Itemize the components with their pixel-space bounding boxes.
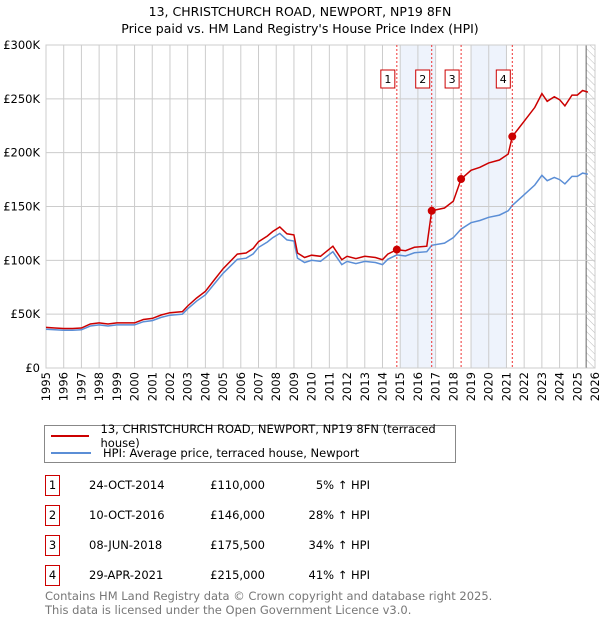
- x-tick-label: 2020: [482, 372, 496, 401]
- sale-marker-box: [415, 69, 431, 89]
- sale-hpi-change: 34% ↑ HPI: [308, 538, 370, 552]
- x-tick-label: 2018: [446, 372, 460, 401]
- x-tick-label: 2002: [163, 372, 177, 401]
- y-tick-label: £250K: [3, 92, 40, 106]
- sale-price: £175,500: [210, 538, 265, 552]
- y-tick-label: £0: [25, 361, 40, 375]
- sale-marker-number: 4: [500, 73, 507, 86]
- sale-date: 24-OCT-2014: [89, 478, 165, 492]
- sale-hpi-change: 5% ↑ HPI: [315, 478, 370, 492]
- sale-number: 1: [45, 475, 60, 496]
- x-tick-label: 1999: [110, 372, 124, 401]
- x-tick-label: 2016: [411, 372, 425, 401]
- x-tick-label: 2026: [588, 372, 600, 401]
- x-tick-label: 2009: [287, 372, 301, 401]
- sale-point: [427, 206, 436, 215]
- table-row: 1 24-OCT-2014 £110,000 5% ↑ HPI: [45, 475, 465, 497]
- x-tick-label: 2025: [570, 372, 584, 401]
- y-tick-label: £50K: [11, 307, 41, 321]
- y-tick-label: £300K: [3, 38, 40, 52]
- x-tick-label: 2000: [128, 372, 142, 401]
- x-tick-label: 2015: [393, 372, 407, 401]
- sale-point: [457, 175, 466, 184]
- x-tick-label: 2006: [234, 372, 248, 401]
- legend-swatch-blue: [51, 452, 91, 454]
- x-tick-label: 2001: [145, 372, 159, 401]
- x-tick-label: 2014: [375, 372, 389, 401]
- footer-copyright: Contains HM Land Registry data © Crown c…: [45, 589, 493, 603]
- sale-marker-number: 3: [449, 73, 456, 86]
- x-tick-label: 2022: [517, 372, 531, 401]
- sale-marker-number: 1: [384, 73, 391, 86]
- sale-marker-box: [380, 69, 396, 89]
- table-row: 2 10-OCT-2016 £146,000 28% ↑ HPI: [45, 505, 465, 527]
- x-tick-label: 2004: [198, 372, 212, 401]
- sale-marker-number: 2: [419, 73, 426, 86]
- legend-item-hpi: HPI: Average price, terraced house, Newp…: [45, 445, 359, 461]
- chart-title: 13, CHRISTCHURCH ROAD, NEWPORT, NP19 8FN: [148, 4, 452, 19]
- x-tick-label: 2008: [269, 372, 283, 401]
- table-row: 4 29-APR-2021 £215,000 41% ↑ HPI: [45, 565, 465, 587]
- legend-label: 13, CHRISTCHURCH ROAD, NEWPORT, NP19 8FN…: [100, 422, 436, 450]
- y-tick-label: £150K: [3, 200, 40, 214]
- x-tick-label: 2024: [553, 372, 567, 401]
- chart-subtitle: Price paid vs. HM Land Registry's House …: [121, 21, 479, 36]
- legend: 13, CHRISTCHURCH ROAD, NEWPORT, NP19 8FN…: [44, 422, 456, 463]
- x-tick-label: 2005: [216, 372, 230, 401]
- price-chart: 1995 1996 1997 1998 1999 2000 2001 2002 2003 2004…: [3, 38, 600, 401]
- x-tick-label: 2017: [429, 372, 443, 401]
- x-tick-label: 2007: [252, 372, 266, 401]
- x-tick-label: 2023: [535, 372, 549, 401]
- table-row: 3 08-JUN-2018 £175,500 34% ↑ HPI: [45, 535, 465, 557]
- sale-date: 29-APR-2021: [89, 568, 164, 582]
- sale-number: 3: [45, 535, 60, 556]
- x-tick-label: 2003: [181, 372, 195, 401]
- sale-date: 08-JUN-2018: [89, 538, 163, 552]
- x-tick-label: 2010: [305, 372, 319, 401]
- x-tick-label: 1997: [74, 372, 88, 401]
- footer-licence: This data is licensed under the Open Gov…: [45, 603, 412, 617]
- legend-item-property: 13, CHRISTCHURCH ROAD, NEWPORT, NP19 8FN…: [45, 422, 455, 450]
- sale-price: £110,000: [210, 478, 265, 492]
- legend-swatch-red: [51, 435, 89, 437]
- x-tick-label: 2021: [499, 372, 513, 401]
- x-tick-label: 2011: [322, 372, 336, 401]
- x-tick-label: 2019: [464, 372, 478, 401]
- x-tick-label: 2013: [358, 372, 372, 401]
- sale-marker-box: [444, 69, 460, 89]
- sale-hpi-change: 41% ↑ HPI: [308, 568, 370, 582]
- x-tick-label: 1995: [39, 372, 53, 401]
- x-tick-label: 1996: [57, 372, 71, 401]
- sale-marker-box: [495, 69, 511, 89]
- sale-point: [392, 245, 401, 254]
- y-tick-label: £200K: [3, 146, 40, 160]
- sale-price: £146,000: [210, 508, 265, 522]
- legend-label: HPI: Average price, terraced house, Newp…: [103, 446, 360, 460]
- sale-date: 10-OCT-2016: [89, 508, 165, 522]
- x-tick-label: 2012: [340, 372, 354, 401]
- sale-number: 2: [45, 505, 60, 526]
- sale-point: [508, 132, 517, 141]
- y-tick-label: £100K: [3, 253, 40, 267]
- sale-price: £215,000: [210, 568, 265, 582]
- sale-hpi-change: 28% ↑ HPI: [308, 508, 370, 522]
- x-tick-label: 1998: [92, 372, 106, 401]
- plot-frame: [45, 44, 596, 369]
- sale-number: 4: [45, 565, 60, 586]
